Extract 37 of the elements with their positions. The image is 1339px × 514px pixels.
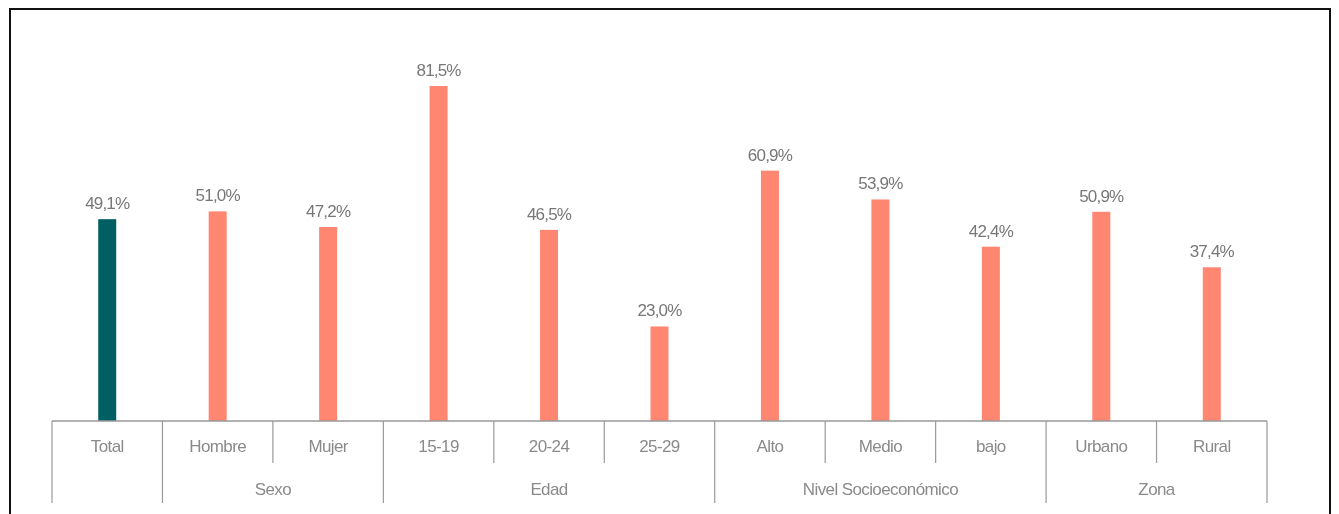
- x-tick-label: Rural: [1192, 437, 1231, 456]
- bar: [540, 229, 559, 421]
- x-tick-label: Medio: [858, 437, 903, 456]
- data-label: 53,9%: [858, 174, 904, 194]
- data-label: 42,4%: [968, 221, 1014, 241]
- bar: [871, 199, 890, 421]
- text: Edad: [530, 480, 568, 499]
- bar: [1202, 267, 1221, 421]
- bar: [208, 211, 227, 421]
- data-label: 37,4%: [1189, 242, 1235, 262]
- x-tick-label: Mujer: [308, 437, 349, 456]
- data-label: 50,9%: [1079, 186, 1125, 206]
- data-label: 49,1%: [85, 194, 131, 214]
- x-tick-label: 15-19: [418, 437, 459, 456]
- x-tick-label: bajo: [975, 437, 1006, 456]
- x-tick-label: 25-29: [639, 437, 680, 456]
- x-tick-label: Alto: [756, 437, 784, 456]
- text: Sexo: [254, 480, 292, 499]
- bar: [1092, 211, 1111, 421]
- data-label: 46,5%: [526, 204, 572, 224]
- x-tick-label: Urbano: [1075, 437, 1128, 456]
- data-label: 51,0%: [195, 186, 241, 206]
- x-tick-label: Total: [90, 437, 124, 456]
- text: Nivel Socioeconómico: [802, 480, 959, 499]
- bar: [429, 86, 448, 421]
- data-label: 60,9%: [747, 145, 793, 165]
- data-label: 47,2%: [306, 201, 351, 221]
- data-label: 23,0%: [637, 301, 683, 321]
- data-label: 81,5%: [416, 61, 462, 80]
- bar: [981, 246, 1000, 421]
- x-tick-label: 20-24: [528, 437, 570, 456]
- bar: [319, 226, 338, 421]
- text: Zona: [1138, 480, 1176, 499]
- bar: [760, 170, 779, 421]
- bar: [650, 326, 669, 421]
- bar: [98, 219, 117, 421]
- x-tick-label: Hombre: [189, 437, 247, 456]
